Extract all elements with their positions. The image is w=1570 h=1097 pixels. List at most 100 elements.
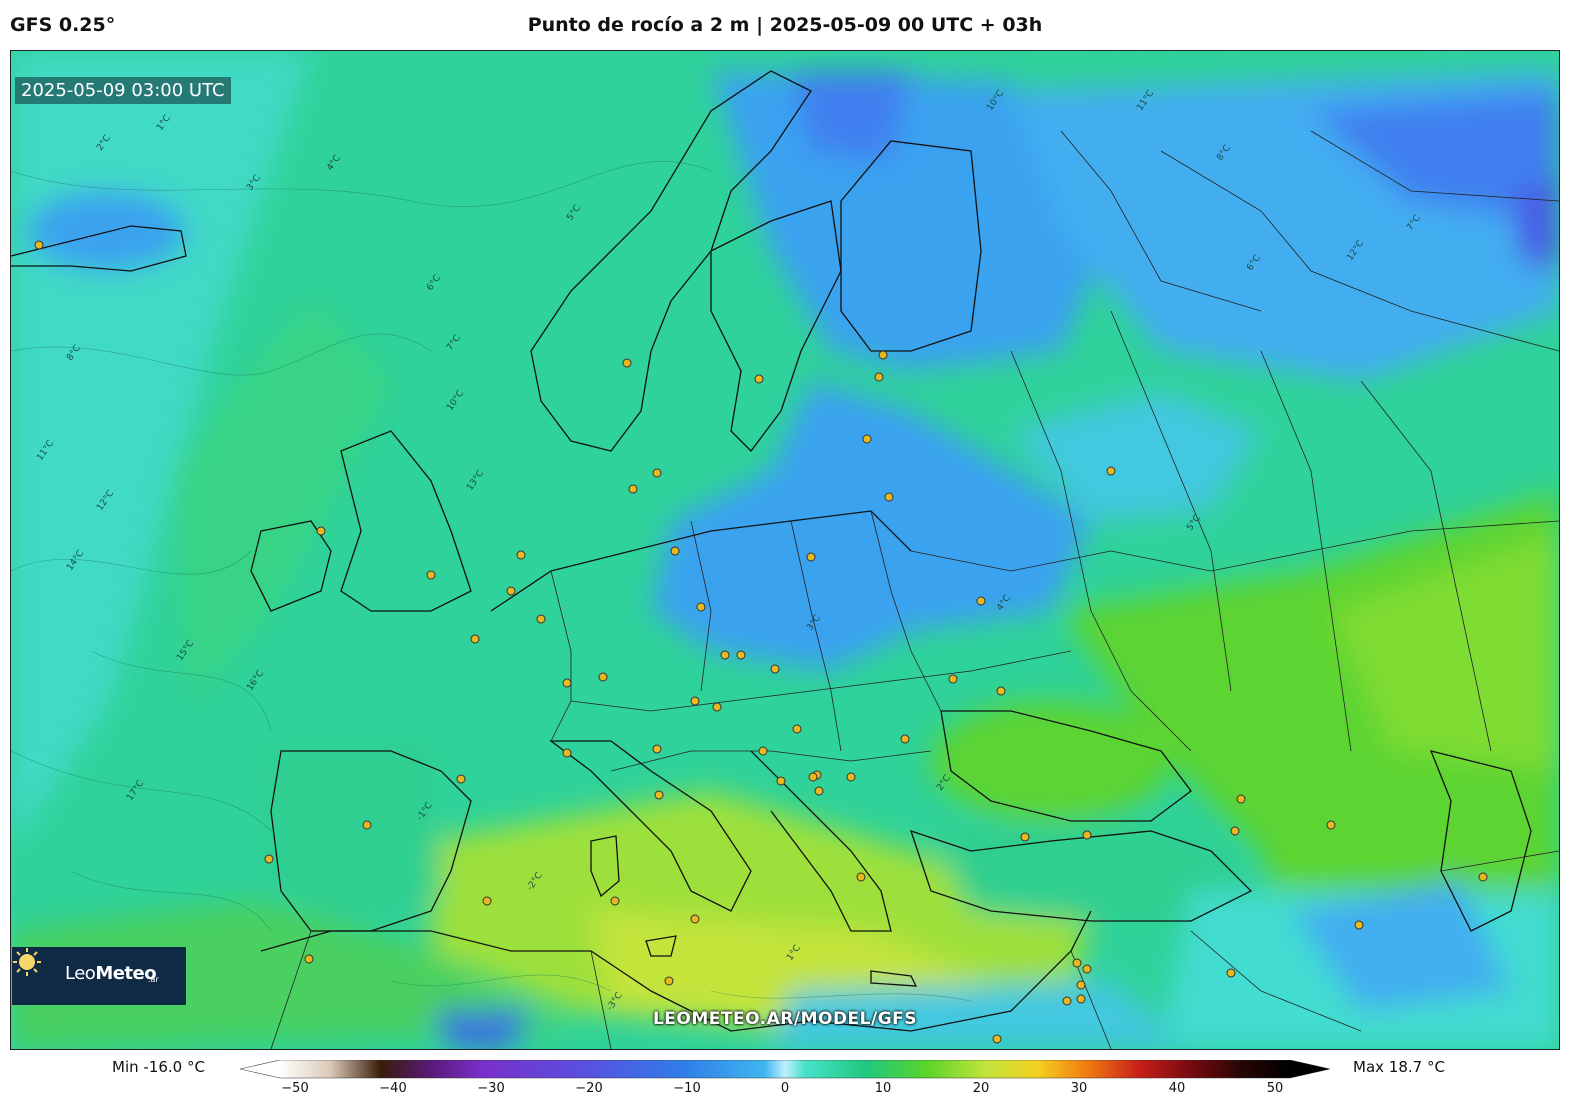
city-marker[interactable] [652, 744, 662, 754]
city-marker[interactable] [664, 976, 674, 986]
city-marker[interactable] [900, 734, 910, 744]
map-title: Punto de rocío a 2 m | 2025-05-09 00 UTC… [527, 14, 1043, 36]
city-marker[interactable] [878, 350, 888, 360]
city-marker[interactable] [862, 434, 872, 444]
city-marker[interactable] [536, 614, 546, 624]
city-marker[interactable] [808, 772, 818, 782]
timestamp: 2025-05-09 03:00 UTC [15, 77, 231, 104]
city-marker[interactable] [712, 702, 722, 712]
iberia-coast [270, 750, 472, 932]
political-borders [270, 130, 1559, 1049]
city-marker[interactable] [736, 650, 746, 660]
iceland-coast [11, 225, 187, 272]
city-marker[interactable] [884, 492, 894, 502]
city-marker[interactable] [754, 374, 764, 384]
city-marker[interactable] [1236, 794, 1246, 804]
colorbar-tick-label: −40 [379, 1081, 407, 1096]
contour-lines [11, 161, 972, 1002]
max-value-label: Max 18.7 °C [1353, 1058, 1445, 1076]
city-marker[interactable] [690, 696, 700, 706]
city-marker[interactable] [506, 586, 516, 596]
ireland-coast [250, 520, 332, 612]
city-marker[interactable] [1478, 872, 1488, 882]
colorbar-legend: Min -16.0 °C −50 −40 −30 −20 −10 0 10 20 30 40 50 … [0, 1050, 1570, 1097]
city-marker[interactable] [720, 650, 730, 660]
city-marker[interactable] [758, 746, 768, 756]
caspian-coast [1429, 750, 1532, 932]
city-marker[interactable] [1062, 996, 1072, 1006]
sardinia-coast [590, 835, 620, 898]
colorbar [240, 1060, 1330, 1079]
colorbar-tick-label: 10 [874, 1081, 892, 1096]
city-marker[interactable] [792, 724, 802, 734]
city-marker[interactable] [856, 872, 866, 882]
city-marker[interactable] [264, 854, 274, 864]
city-marker[interactable] [362, 820, 372, 830]
header: GFS 0.25° Punto de rocío a 2 m | 2025-05… [0, 0, 1570, 50]
city-marker[interactable] [316, 526, 326, 536]
logo-name-bold: Meteo [95, 963, 157, 984]
city-marker[interactable] [1076, 994, 1086, 1004]
city-marker[interactable] [652, 468, 662, 478]
city-marker[interactable] [34, 240, 44, 250]
city-marker[interactable] [814, 786, 824, 796]
balkans-coast [750, 750, 892, 932]
north-africa-coast [260, 910, 1092, 1032]
colorbar-tick-label: 30 [1070, 1081, 1088, 1096]
city-marker[interactable] [562, 678, 572, 688]
city-marker[interactable] [456, 774, 466, 784]
colorbar-tick-label: 20 [972, 1081, 990, 1096]
city-marker[interactable] [976, 596, 986, 606]
city-marker[interactable] [690, 914, 700, 924]
city-marker[interactable] [1072, 958, 1082, 968]
city-marker[interactable] [948, 674, 958, 684]
city-marker[interactable] [770, 664, 780, 674]
city-marker[interactable] [874, 372, 884, 382]
city-marker[interactable] [846, 772, 856, 782]
watermark: LEOMETEO.AR/MODEL/GFS [652, 1009, 918, 1029]
italy-coast [549, 740, 752, 912]
dewpoint-map[interactable]: 1°C2°C3°C4°C5°C6°C7°C8°C10°C11°C12°C13°C… [11, 51, 1559, 1049]
city-marker[interactable] [426, 570, 436, 580]
city-marker[interactable] [304, 954, 314, 964]
city-marker[interactable] [562, 748, 572, 758]
logo-tld: .ar [148, 975, 159, 984]
colorbar-tick-label: −50 [281, 1081, 309, 1096]
city-marker[interactable] [1326, 820, 1336, 830]
logo-wordmark: LeoMeteo [65, 963, 157, 984]
logo-name-light: Leo [65, 963, 96, 984]
great-britain-coast [340, 430, 472, 612]
city-marker[interactable] [996, 686, 1006, 696]
model-label: GFS 0.25° [10, 14, 116, 36]
city-marker[interactable] [1082, 830, 1092, 840]
city-marker[interactable] [670, 546, 680, 556]
city-marker[interactable] [1082, 964, 1092, 974]
city-marker[interactable] [628, 484, 638, 494]
colorbar-tick-label: −30 [477, 1081, 505, 1096]
city-marker[interactable] [470, 634, 480, 644]
city-marker[interactable] [1226, 968, 1236, 978]
leometeo-logo[interactable]: LeoMeteo .ar [12, 947, 186, 1005]
colorbar-tick-label: 50 [1266, 1081, 1284, 1096]
city-marker[interactable] [610, 896, 620, 906]
city-marker[interactable] [1020, 832, 1030, 842]
city-marker[interactable] [598, 672, 608, 682]
map-frame[interactable]: 1°C 2°C 3°C 4°C 5°C 6°C 7°C 8°C 10°C 11°C 12°C 13°C… [10, 50, 1560, 1050]
colorbar-tick-label: −10 [673, 1081, 701, 1096]
city-marker[interactable] [1354, 920, 1364, 930]
city-marker[interactable] [482, 896, 492, 906]
city-marker[interactable] [992, 1034, 1002, 1044]
city-marker[interactable] [806, 552, 816, 562]
city-marker[interactable] [696, 602, 706, 612]
colorbar-ramp [240, 1060, 1330, 1079]
min-value-label: Min -16.0 °C [112, 1058, 205, 1076]
city-marker[interactable] [622, 358, 632, 368]
colorbar-tick-label: −20 [575, 1081, 603, 1096]
city-marker[interactable] [654, 790, 664, 800]
city-marker[interactable] [516, 550, 526, 560]
city-marker[interactable] [776, 776, 786, 786]
city-marker[interactable] [1106, 466, 1116, 476]
city-marker[interactable] [1230, 826, 1240, 836]
colorbar-tick-label: 40 [1168, 1081, 1186, 1096]
city-marker[interactable] [1076, 980, 1086, 990]
